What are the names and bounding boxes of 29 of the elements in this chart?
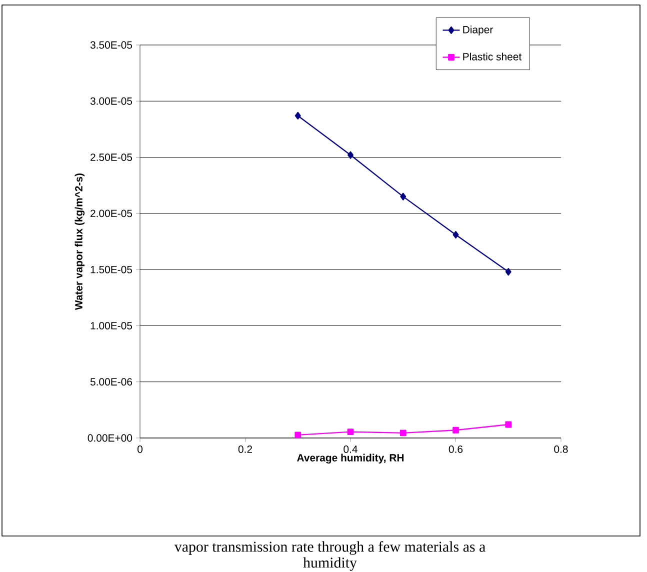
legend-label: Plastic sheet <box>463 52 522 60</box>
y-tick-label: 2.50E-05 <box>90 154 132 161</box>
point <box>294 432 302 438</box>
y-tick-label: 3.00E-05 <box>90 97 132 105</box>
y-tick-label: 0.00E+00 <box>88 434 132 442</box>
point <box>505 421 512 428</box>
x-tick-label: 0.8 <box>554 446 568 453</box>
point <box>348 151 354 159</box>
legend-label: Diaper <box>463 26 493 36</box>
point <box>347 428 354 436</box>
y-axis-title: Water vapor flux (kg/m^2-s) <box>74 173 85 310</box>
y-tick-label: 1.50E-05 <box>90 266 132 274</box>
x-tick-label: 0.6 <box>448 446 463 453</box>
x-tick-label: 0 <box>138 446 143 453</box>
y-tick-label: 5.00E-06 <box>90 378 132 386</box>
point <box>294 112 301 120</box>
x-axis-title: Average humidity, RH <box>297 454 404 464</box>
point <box>400 192 406 200</box>
text: vapor transmission rate through a few materials as a <box>174 541 486 555</box>
y-tick-label: 2.00E-05 <box>90 210 132 218</box>
point <box>452 426 459 434</box>
point <box>452 230 459 239</box>
text: humidity <box>303 557 357 571</box>
point <box>505 268 512 276</box>
x-tick-label: 0.4 <box>344 446 358 453</box>
y-tick-label: 3.50E-05 <box>90 41 132 49</box>
point <box>400 430 406 436</box>
y-tick-label: 1.00E-05 <box>90 322 132 330</box>
x-tick-label: 0.2 <box>238 446 252 453</box>
